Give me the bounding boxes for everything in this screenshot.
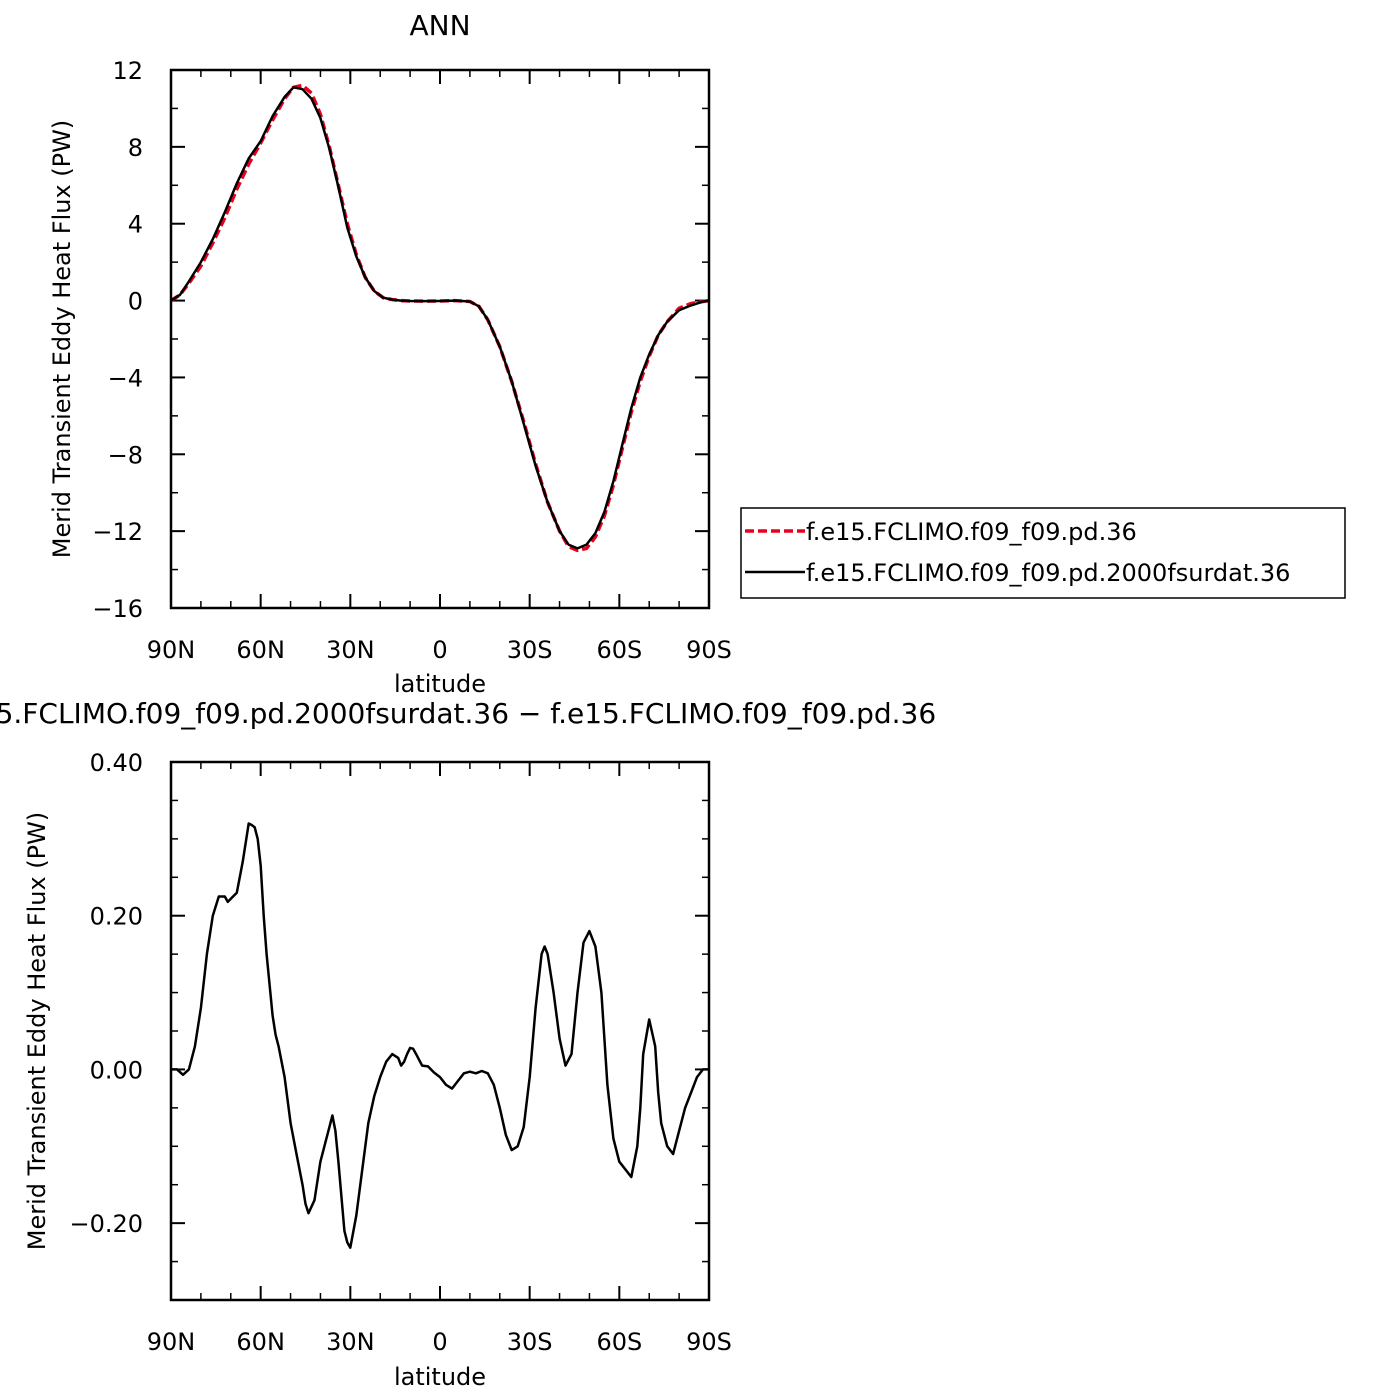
bottom-chart-panel: f.e15.FCLIMO.f09_f09.pd.2000fsurdat.36 −… bbox=[0, 697, 936, 1391]
top-chart-ytick-label: −4 bbox=[108, 364, 143, 392]
top-chart-ylabel: Merid Transient Eddy Heat Flux (PW) bbox=[48, 120, 76, 558]
bottom-chart-ytick-label: 0.40 bbox=[90, 749, 143, 777]
top-chart-ytick-label: 4 bbox=[128, 211, 143, 239]
top-chart-xtick-label: 60N bbox=[236, 636, 285, 664]
top-chart-ytick-label: 8 bbox=[128, 134, 143, 162]
top-chart-ytick-label: 12 bbox=[112, 57, 143, 85]
top-chart-xtick-label: 60S bbox=[596, 636, 642, 664]
top-chart-ytick-label: 0 bbox=[128, 288, 143, 316]
bottom-chart-xtick-label: 60N bbox=[236, 1328, 285, 1356]
top-chart-frame bbox=[169, 68, 711, 610]
top-chart-xtick-label: 90N bbox=[147, 636, 196, 664]
bottom-chart-xtick-label: 60S bbox=[596, 1328, 642, 1356]
top-chart-xtick-label: 30S bbox=[507, 636, 553, 664]
legend-box bbox=[740, 507, 1346, 599]
bottom-chart-ytick-label: −0.20 bbox=[69, 1210, 143, 1238]
top-chart-ytick-label: −12 bbox=[92, 518, 143, 546]
top-chart-xlabel: latitude bbox=[394, 670, 486, 698]
legend-label-1: f.e15.FCLIMO.f09_f09.pd.2000fsurdat.36 bbox=[806, 559, 1290, 587]
bottom-chart-series bbox=[171, 822, 709, 1249]
top-chart-panel: ANN latitude Merid Transient Eddy Heat F… bbox=[48, 9, 732, 698]
legend: f.e15.FCLIMO.f09_f09.pd.36 f.e15.FCLIMO.… bbox=[740, 507, 1346, 599]
bottom-chart-ytick-label: 0.20 bbox=[90, 903, 143, 931]
legend-label-0: f.e15.FCLIMO.f09_f09.pd.36 bbox=[806, 518, 1137, 546]
top-chart-title: ANN bbox=[409, 9, 470, 42]
bottom-chart-title: f.e15.FCLIMO.f09_f09.pd.2000fsurdat.36 −… bbox=[0, 697, 936, 730]
top-chart-xtick-label: 30N bbox=[326, 636, 375, 664]
top-chart-ytick-label: −16 bbox=[92, 595, 143, 623]
top-chart-xtick-label: 0 bbox=[432, 636, 447, 664]
bottom-chart-series-line-0 bbox=[171, 822, 709, 1249]
bottom-chart-ytick-label: 0.00 bbox=[90, 1056, 143, 1084]
bottom-chart-ticks: 90N 60N 30N 0 30S 60S 90S −0.20 0.00 0.20 0.40 bbox=[69, 749, 731, 1356]
top-chart-series-line-1 bbox=[171, 86, 709, 550]
bottom-chart-xlabel: latitude bbox=[394, 1363, 486, 1391]
bottom-chart-xtick-label: 0 bbox=[432, 1328, 447, 1356]
top-chart-minor-ticks bbox=[171, 70, 709, 608]
bottom-chart-xtick-label: 30N bbox=[326, 1328, 375, 1356]
bottom-chart-minor-ticks bbox=[171, 762, 709, 1300]
bottom-chart-ylabel: Merid Transient Eddy Heat Flux (PW) bbox=[23, 812, 51, 1250]
bottom-chart-xtick-label: 30S bbox=[507, 1328, 553, 1356]
top-chart-series bbox=[171, 83, 709, 553]
top-chart-ytick-label: −8 bbox=[108, 441, 143, 469]
bottom-chart-xtick-label: 90N bbox=[147, 1328, 196, 1356]
bottom-chart-frame bbox=[169, 760, 711, 1302]
bottom-chart-xtick-label: 90S bbox=[686, 1328, 732, 1356]
top-chart-ticks: 90N 60N 30N 0 30S 60S 90S −16 −12 −8 −4 0 4 8 12 bbox=[92, 57, 732, 664]
top-chart-xtick-label: 90S bbox=[686, 636, 732, 664]
